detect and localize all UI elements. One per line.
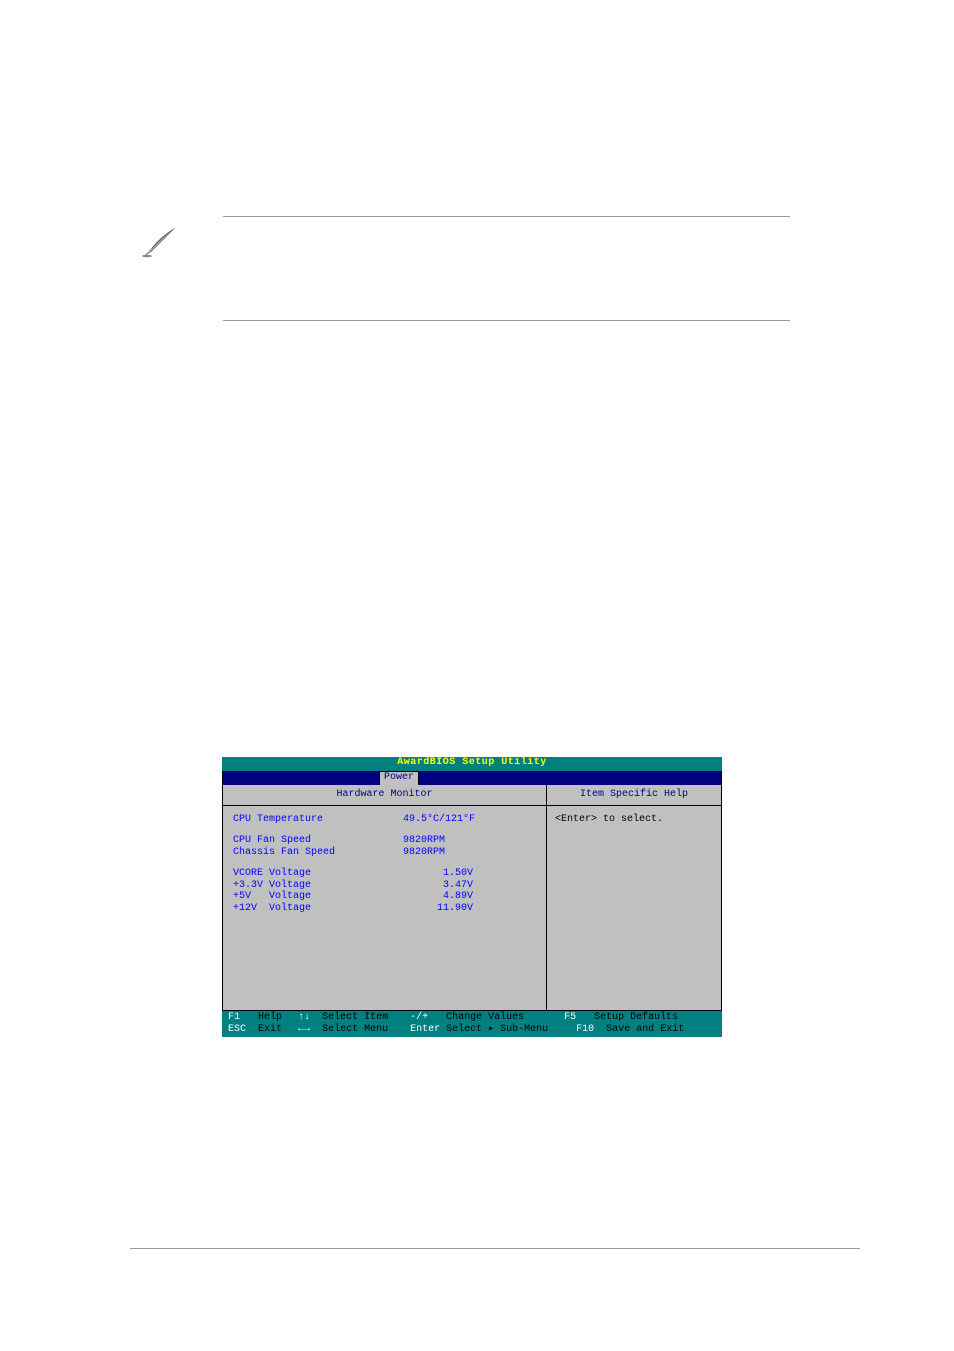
label-change-values: Change Values [428, 1012, 524, 1023]
row-cpu-fan[interactable]: CPU Fan Speed 9820RPM [233, 835, 536, 847]
bios-left-header: Hardware Monitor [223, 785, 546, 806]
cpu-fan-value: 9820RPM [403, 835, 445, 847]
key-esc: ESC [228, 1024, 246, 1035]
key-f5: F5 [564, 1012, 576, 1023]
bios-menu-tab-power[interactable]: Power [379, 771, 419, 785]
vcore-value: 1.50V [403, 868, 473, 880]
spacer [233, 858, 536, 868]
divider-bottom [223, 320, 790, 321]
bios-body: Hardware Monitor CPU Temperature 49.5°C/… [222, 785, 722, 1011]
key-plusminus: -/+ [410, 1012, 428, 1023]
row-v12[interactable]: +12V Voltage 11.90V [233, 903, 536, 915]
divider-top [223, 216, 790, 217]
v5-label: +5V Voltage [233, 891, 403, 903]
bios-window: AwardBIOS Setup Utility Power Hardware M… [222, 757, 722, 1037]
key-leftright: ←→ [298, 1024, 310, 1035]
bios-title: AwardBIOS Setup Utility [397, 757, 547, 768]
chassis-fan-label: Chassis Fan Speed [233, 847, 403, 859]
bios-footer: F1 Help ↑↓ Select Item -/+ Change Values… [222, 1011, 722, 1037]
bios-right-header: Item Specific Help [547, 785, 721, 806]
label-select-submenu: Select ▸ Sub-Menu [440, 1024, 548, 1035]
chassis-fan-value: 9820RPM [403, 847, 445, 859]
cpu-temp-label: CPU Temperature [233, 814, 403, 826]
bios-menu-bar[interactable]: Power [222, 771, 722, 785]
key-f1: F1 [228, 1012, 240, 1023]
row-v5[interactable]: +5V Voltage 4.89V [233, 891, 536, 903]
bios-help-text: <Enter> to select. [547, 806, 721, 834]
row-vcore[interactable]: VCORE Voltage 1.50V [233, 868, 536, 880]
cpu-temp-value: 49.5°C/121°F [403, 814, 475, 826]
spacer [233, 825, 536, 835]
bios-title-bar: AwardBIOS Setup Utility [222, 757, 722, 771]
row-v33[interactable]: +3.3V Voltage 3.47V [233, 880, 536, 892]
bios-footer-row-1: F1 Help ↑↓ Select Item -/+ Change Values… [228, 1012, 716, 1024]
label-save-exit: Save and Exit [594, 1024, 684, 1035]
bios-left-panel: Hardware Monitor CPU Temperature 49.5°C/… [223, 785, 547, 1010]
label-setup-defaults: Setup Defaults [576, 1012, 678, 1023]
bios-hw-content: CPU Temperature 49.5°C/121°F CPU Fan Spe… [223, 806, 546, 923]
note-feather-icon [140, 225, 185, 260]
bios-footer-row-2: ESC Exit ←→ Select Menu Enter Select ▸ S… [228, 1024, 716, 1036]
divider-footer [130, 1248, 860, 1249]
v33-label: +3.3V Voltage [233, 880, 403, 892]
row-cpu-temp[interactable]: CPU Temperature 49.5°C/121°F [233, 814, 536, 826]
label-select-item: Select Item [310, 1012, 388, 1023]
bios-right-panel: Item Specific Help <Enter> to select. [547, 785, 721, 1010]
v33-value: 3.47V [403, 880, 473, 892]
v12-value: 11.90V [403, 903, 473, 915]
cpu-fan-label: CPU Fan Speed [233, 835, 403, 847]
v12-label: +12V Voltage [233, 903, 403, 915]
label-help: Help [240, 1012, 282, 1023]
key-enter: Enter [410, 1024, 440, 1035]
v5-value: 4.89V [403, 891, 473, 903]
vcore-label: VCORE Voltage [233, 868, 403, 880]
key-updown: ↑↓ [298, 1012, 310, 1023]
key-f10: F10 [576, 1024, 594, 1035]
row-chassis-fan[interactable]: Chassis Fan Speed 9820RPM [233, 847, 536, 859]
label-select-menu: Select Menu [310, 1024, 388, 1035]
label-exit: Exit [246, 1024, 282, 1035]
